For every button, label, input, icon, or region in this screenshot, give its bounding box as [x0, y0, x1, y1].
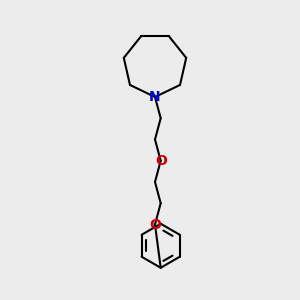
Text: O: O: [149, 218, 161, 232]
Text: N: N: [149, 90, 161, 104]
Text: O: O: [155, 154, 167, 168]
